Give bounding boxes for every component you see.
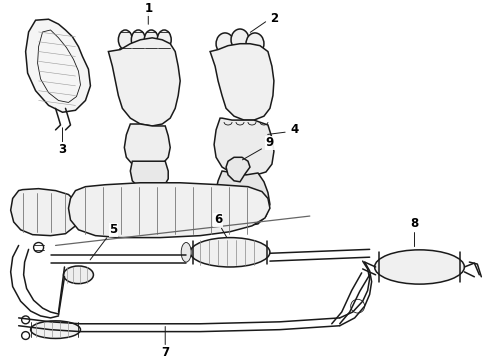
Text: 1: 1 — [144, 2, 152, 15]
Ellipse shape — [157, 30, 171, 50]
Ellipse shape — [64, 266, 94, 284]
Ellipse shape — [131, 30, 145, 50]
Text: 6: 6 — [214, 213, 222, 226]
Text: 9: 9 — [266, 136, 274, 149]
Polygon shape — [11, 189, 78, 236]
Ellipse shape — [375, 250, 465, 284]
Polygon shape — [124, 124, 170, 167]
Polygon shape — [210, 44, 274, 120]
Ellipse shape — [144, 30, 158, 50]
Text: 3: 3 — [58, 143, 67, 156]
Polygon shape — [108, 38, 180, 126]
Text: 2: 2 — [270, 12, 278, 25]
Polygon shape — [226, 157, 250, 182]
Ellipse shape — [181, 243, 191, 262]
Ellipse shape — [30, 321, 80, 338]
Text: 5: 5 — [109, 223, 118, 236]
Polygon shape — [69, 183, 270, 238]
Polygon shape — [215, 171, 270, 226]
Ellipse shape — [231, 29, 249, 50]
Text: 4: 4 — [291, 123, 299, 136]
Ellipse shape — [190, 238, 270, 267]
Ellipse shape — [119, 30, 132, 50]
Ellipse shape — [246, 33, 264, 54]
Text: 7: 7 — [161, 346, 169, 359]
Polygon shape — [25, 19, 91, 112]
Polygon shape — [130, 161, 168, 189]
Text: 8: 8 — [411, 217, 418, 230]
Ellipse shape — [216, 33, 234, 54]
Polygon shape — [214, 118, 274, 175]
